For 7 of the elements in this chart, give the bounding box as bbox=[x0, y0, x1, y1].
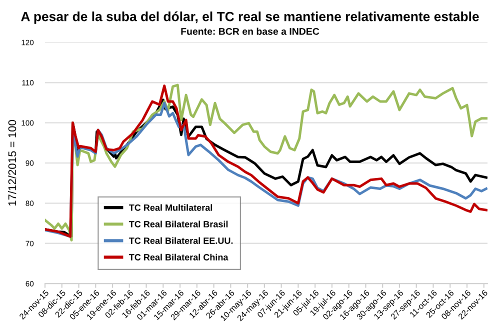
legend-label: TC Real Bilateral China bbox=[128, 254, 228, 260]
chart-subtitle: Fuente: BCR en base a INDEC bbox=[181, 28, 320, 35]
y-axis-title: 17/12/2015 = 100 bbox=[8, 120, 16, 206]
chart-title: A pesar de la suba del dólar, el TC real se mantiene relativamente estable bbox=[21, 11, 479, 24]
legend-label: TC Real Bilateral Brasil bbox=[128, 220, 228, 228]
legend-label: TC Real Multilateral bbox=[128, 204, 212, 211]
legend-label: TC Real Bilateral EE.UU. bbox=[128, 237, 233, 244]
